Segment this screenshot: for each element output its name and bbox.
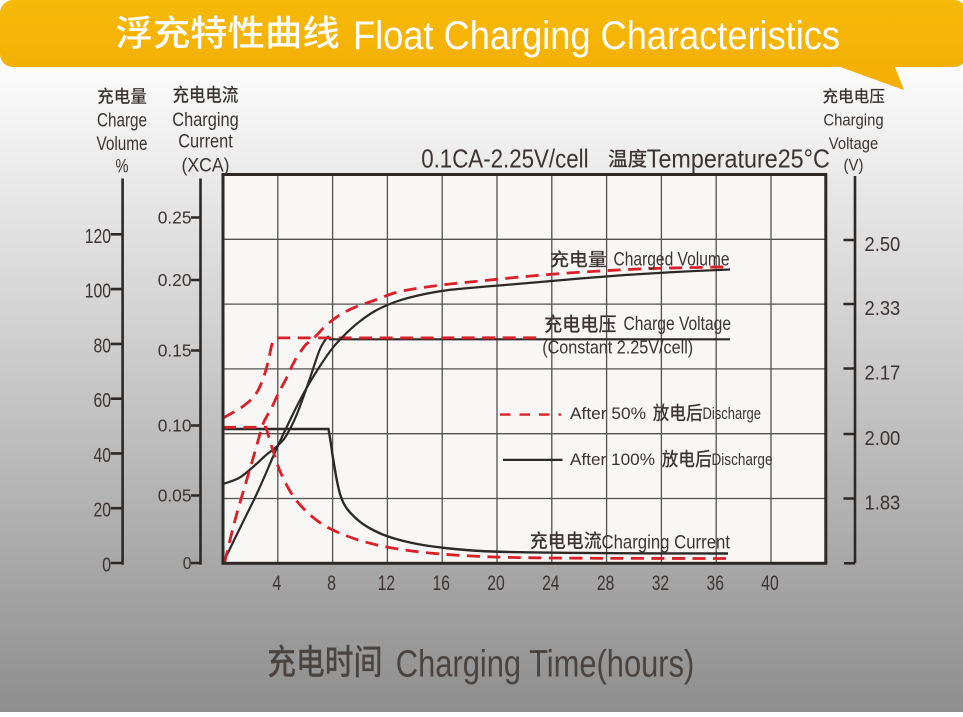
svg-text:36: 36 bbox=[707, 572, 724, 595]
svg-text:0.20: 0.20 bbox=[158, 270, 192, 290]
svg-text:Temperature25°C: Temperature25°C bbox=[647, 144, 830, 174]
svg-text:100: 100 bbox=[85, 280, 111, 303]
svg-text:Charged Volume: Charged Volume bbox=[614, 249, 730, 271]
svg-text:2.50: 2.50 bbox=[865, 234, 901, 256]
svg-text:8: 8 bbox=[327, 572, 336, 595]
svg-text:2.33: 2.33 bbox=[865, 298, 901, 320]
svg-text:0.1CA-2.25V/cell: 0.1CA-2.25V/cell bbox=[421, 144, 588, 174]
svg-text:0.10: 0.10 bbox=[158, 416, 192, 436]
svg-text:Float Charging Characteristics: Float Charging Characteristics bbox=[353, 14, 840, 58]
svg-text:Charging: Charging bbox=[172, 110, 239, 131]
svg-text:120: 120 bbox=[85, 225, 111, 248]
svg-text:12: 12 bbox=[378, 572, 395, 595]
svg-text:20: 20 bbox=[487, 572, 504, 595]
svg-text:Current: Current bbox=[178, 132, 233, 153]
svg-text:0.05: 0.05 bbox=[158, 486, 192, 506]
svg-text:Charge Voltage: Charge Voltage bbox=[624, 313, 732, 335]
svg-text:After 50%: After 50% bbox=[570, 405, 646, 423]
svg-text:Discharge: Discharge bbox=[703, 405, 762, 423]
svg-text:(XCA): (XCA) bbox=[182, 156, 230, 177]
svg-text:Charge: Charge bbox=[97, 111, 147, 132]
svg-text:0: 0 bbox=[102, 554, 111, 577]
svg-text:60: 60 bbox=[94, 389, 112, 412]
svg-text:1.83: 1.83 bbox=[865, 493, 901, 515]
svg-text:40: 40 bbox=[94, 444, 112, 467]
svg-text:40: 40 bbox=[761, 572, 778, 595]
svg-text:2.17: 2.17 bbox=[865, 363, 901, 385]
svg-text:0.15: 0.15 bbox=[158, 341, 192, 361]
svg-text:After 100%: After 100% bbox=[570, 451, 655, 469]
svg-text:28: 28 bbox=[597, 572, 614, 595]
svg-text:Discharge: Discharge bbox=[712, 451, 773, 469]
svg-text:0: 0 bbox=[183, 553, 192, 573]
svg-text:Volume: Volume bbox=[97, 134, 148, 155]
svg-text:24: 24 bbox=[542, 572, 560, 595]
svg-text:0.25: 0.25 bbox=[158, 208, 192, 228]
svg-text:2.00: 2.00 bbox=[865, 428, 901, 450]
svg-text:Charging Current: Charging Current bbox=[602, 532, 731, 554]
svg-text:4: 4 bbox=[272, 572, 281, 595]
svg-text:20: 20 bbox=[94, 499, 112, 522]
svg-text:80: 80 bbox=[94, 334, 112, 357]
svg-text:Charging: Charging bbox=[823, 111, 883, 130]
svg-text:%: % bbox=[116, 157, 129, 178]
svg-text:16: 16 bbox=[433, 572, 450, 595]
svg-text:(Constant 2.25V/cell): (Constant 2.25V/cell) bbox=[542, 336, 693, 357]
svg-text:Charging Time(hours): Charging Time(hours) bbox=[396, 644, 695, 686]
svg-text:32: 32 bbox=[652, 572, 669, 595]
svg-text:(V): (V) bbox=[844, 156, 864, 175]
svg-text:Voltage: Voltage bbox=[829, 134, 878, 153]
